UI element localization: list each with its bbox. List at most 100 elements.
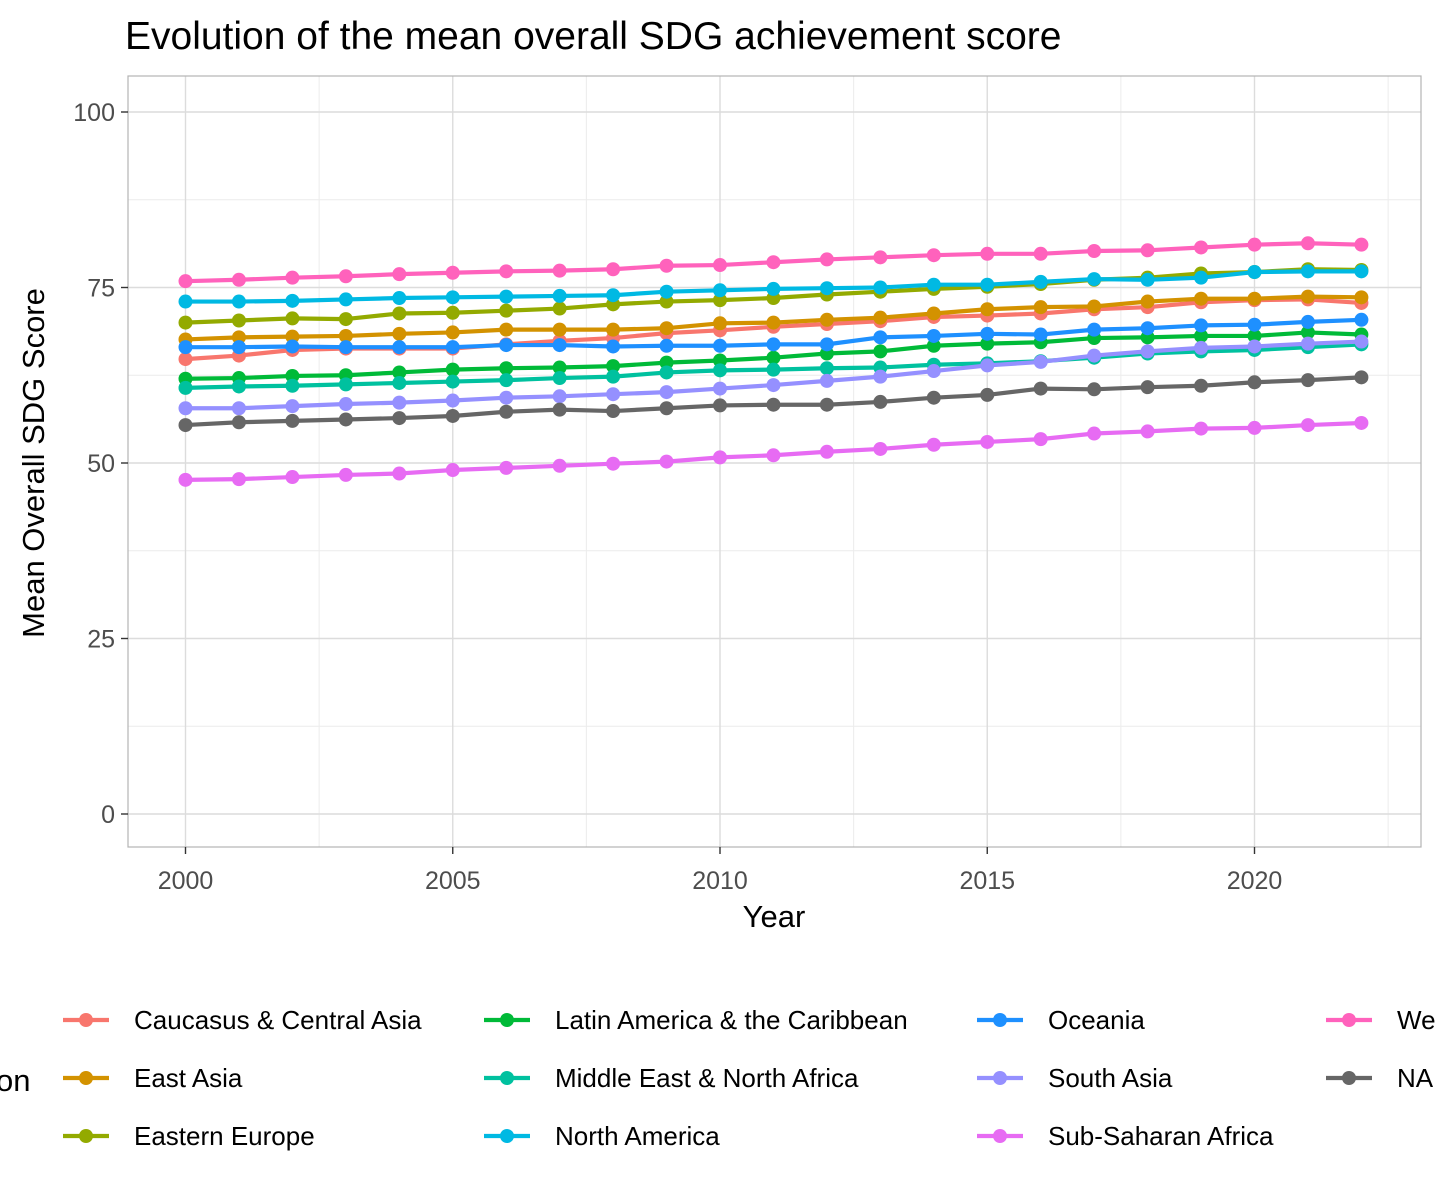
- data-point: [392, 365, 407, 380]
- data-point: [659, 355, 674, 370]
- data-point: [1194, 421, 1209, 436]
- data-point: [926, 390, 941, 405]
- data-point: [1140, 424, 1155, 439]
- data-point: [231, 401, 246, 416]
- data-point: [1300, 373, 1315, 388]
- data-point: [1140, 243, 1155, 258]
- data-point: [445, 463, 460, 478]
- data-point: [445, 408, 460, 423]
- data-point: [766, 315, 781, 330]
- data-point: [980, 387, 995, 402]
- data-point: [606, 339, 621, 354]
- data-point: [392, 375, 407, 390]
- data-point: [445, 340, 460, 355]
- data-point: [552, 458, 567, 473]
- panel-border: [127, 75, 1422, 848]
- data-point: [713, 258, 727, 273]
- data-point: [1194, 328, 1209, 343]
- data-point: [1247, 265, 1262, 280]
- data-point: [1300, 325, 1315, 340]
- data-point: [819, 312, 834, 327]
- data-point: [1247, 291, 1262, 306]
- legend-key-point: [993, 1129, 1007, 1143]
- data-point: [980, 336, 995, 351]
- data-point: [392, 291, 407, 306]
- data-point: [713, 381, 727, 396]
- legend-item: Sub-Saharan Africa: [977, 1121, 1274, 1151]
- data-point: [659, 401, 674, 416]
- legend-label: East Asia: [134, 1063, 243, 1093]
- data-point: [1194, 291, 1209, 306]
- data-point: [873, 394, 888, 409]
- data-point: [392, 326, 407, 341]
- data-point: [552, 322, 567, 337]
- data-point: [338, 412, 353, 427]
- data-point: [873, 441, 888, 456]
- data-point: [178, 380, 193, 395]
- legend-item: East Asia: [63, 1063, 243, 1093]
- data-point: [178, 352, 193, 367]
- data-point: [499, 460, 514, 475]
- data-point: [178, 340, 193, 355]
- data-point: [285, 378, 300, 393]
- data-point: [499, 373, 514, 388]
- data-point: [178, 274, 193, 289]
- data-point: [713, 283, 727, 298]
- data-point: [499, 404, 514, 419]
- legend-item: North America: [484, 1121, 720, 1151]
- data-point: [926, 364, 941, 379]
- data-point: [499, 322, 514, 337]
- data-point: [1140, 272, 1155, 287]
- legend-label: Caucasus & Central Asia: [134, 1005, 422, 1035]
- data-point: [1247, 375, 1262, 390]
- data-point: [1247, 339, 1262, 354]
- data-point: [819, 397, 834, 412]
- data-point: [1087, 382, 1102, 397]
- data-point: [285, 399, 300, 414]
- series-layer: [178, 236, 1369, 487]
- legend-label: We: [1397, 1005, 1436, 1035]
- data-point: [819, 281, 834, 296]
- data-point: [766, 350, 781, 365]
- legend-item: NA: [1326, 1063, 1434, 1093]
- data-point: [285, 368, 300, 383]
- y-axis-ticks: 0 25 50 75 100: [73, 99, 128, 829]
- data-point: [1194, 270, 1209, 285]
- data-point: [285, 270, 300, 285]
- data-point: [1300, 236, 1315, 251]
- legend-item: Latin America & the Caribbean: [484, 1005, 908, 1035]
- data-point: [713, 363, 727, 378]
- legend-item: Oceania: [977, 1005, 1145, 1035]
- data-point: [659, 338, 674, 353]
- legend-label: Eastern Europe: [134, 1121, 315, 1151]
- legend-item: Caucasus & Central Asia: [63, 1005, 422, 1035]
- data-point: [766, 448, 781, 463]
- data-point: [1354, 312, 1369, 327]
- data-point: [606, 288, 621, 303]
- data-point: [552, 288, 567, 303]
- data-point: [1300, 289, 1315, 304]
- data-point: [552, 263, 567, 278]
- data-point: [178, 315, 193, 330]
- legend-key-point: [500, 1013, 514, 1027]
- data-point: [766, 255, 781, 270]
- data-point: [926, 437, 941, 452]
- data-point: [819, 361, 834, 376]
- data-point: [659, 284, 674, 299]
- data-point: [1354, 264, 1369, 279]
- data-point: [552, 360, 567, 375]
- data-point: [1033, 274, 1048, 289]
- data-point: [713, 353, 727, 368]
- data-point: [1087, 243, 1102, 258]
- data-point: [499, 264, 514, 279]
- data-point: [606, 404, 621, 419]
- data-point: [1247, 317, 1262, 332]
- data-point: [1354, 237, 1369, 252]
- data-point: [392, 340, 407, 355]
- series-oceania: [178, 312, 1369, 355]
- data-point: [285, 311, 300, 326]
- legend-label: NA: [1397, 1063, 1434, 1093]
- data-point: [231, 313, 246, 328]
- data-point: [552, 389, 567, 404]
